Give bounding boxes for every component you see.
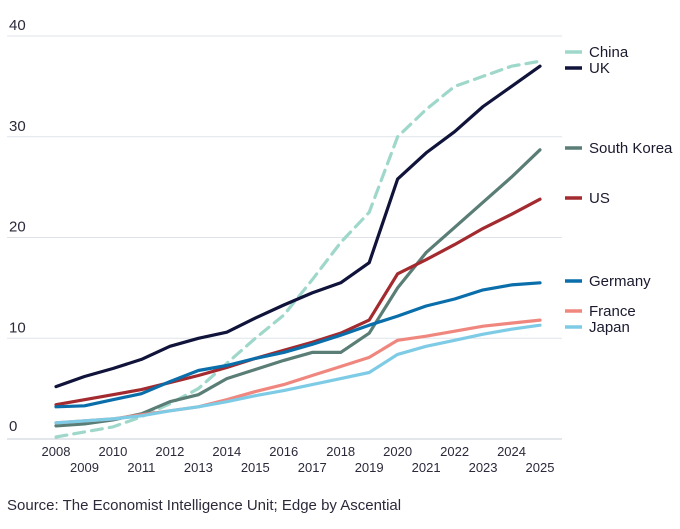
series-line-france	[54, 318, 542, 425]
x-tick-label: 2017	[298, 460, 327, 475]
legend-label-germany: Germany	[589, 273, 651, 290]
series-line-japan	[54, 323, 542, 425]
legend-label-uk: UK	[589, 60, 610, 77]
x-tick-label: 2012	[155, 444, 184, 459]
x-tick-label: 2015	[241, 460, 270, 475]
x-tick-label: 2016	[269, 444, 298, 459]
legend-label-china: China	[589, 44, 629, 61]
x-tick-label: 2013	[184, 460, 213, 475]
x-tick-label: 2010	[98, 444, 127, 459]
series-line-us	[54, 197, 542, 407]
x-tick-label: 2020	[383, 444, 412, 459]
legend-label-south-korea: South Korea	[589, 140, 673, 157]
x-tick-label: 2009	[70, 460, 99, 475]
legend-label-france: France	[589, 303, 636, 320]
legend-label-japan: Japan	[589, 319, 630, 336]
x-tick-label: 2008	[42, 444, 71, 459]
x-tick-label: 2011	[127, 460, 155, 475]
x-tick-label: 2023	[469, 460, 498, 475]
x-tick-label: 2022	[440, 444, 469, 459]
series-line-uk	[54, 64, 542, 389]
source-note: Source: The Economist Intelligence Unit;…	[7, 497, 402, 514]
x-tick-label: 2019	[355, 460, 384, 475]
x-tick-label: 2018	[326, 444, 355, 459]
y-tick-label: 20	[9, 219, 26, 236]
x-tick-label: 2014	[212, 444, 241, 459]
y-tick-label: 40	[9, 17, 26, 34]
x-tick-label: 2025	[526, 460, 555, 475]
legend-label-us: US	[589, 190, 610, 207]
y-tick-label: 10	[9, 319, 26, 336]
y-tick-label: 0	[9, 418, 17, 435]
series-line-south-korea	[54, 148, 542, 428]
x-tick-label: 2021	[412, 460, 441, 475]
series-line-germany	[54, 281, 542, 409]
y-tick-label: 30	[9, 118, 26, 135]
x-tick-label: 2024	[497, 444, 526, 459]
line-chart: 0102030402008200920102011201220132014201…	[7, 17, 673, 475]
